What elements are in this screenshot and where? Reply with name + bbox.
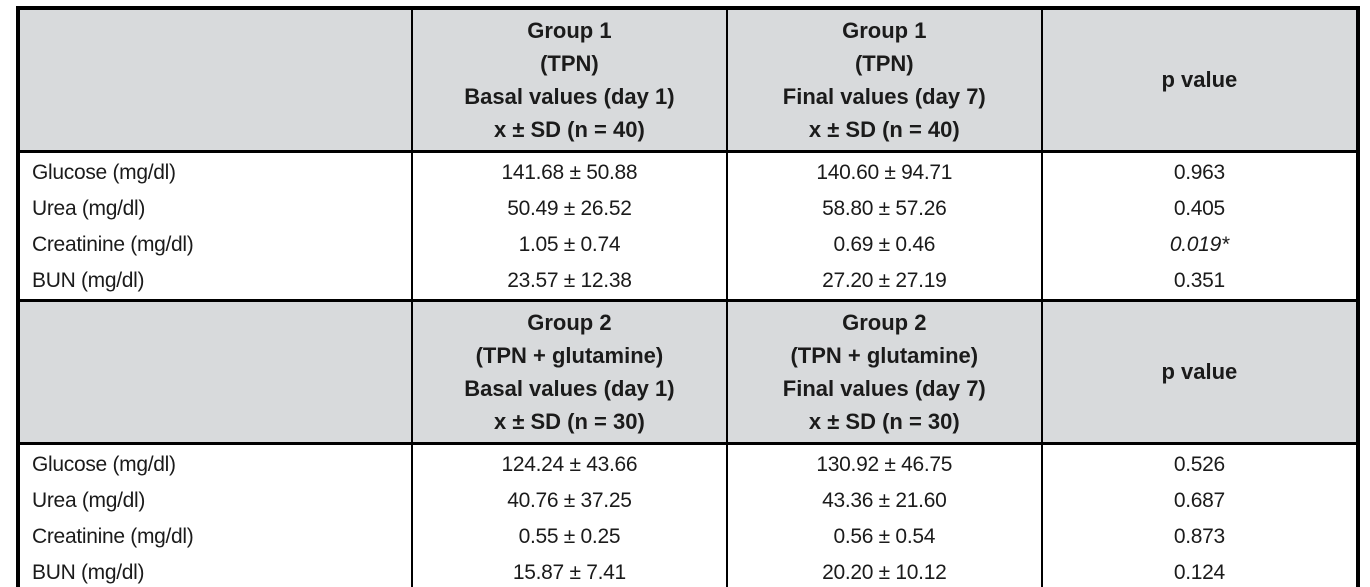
row-label-cell: Glucose (mg/dl): [18, 151, 412, 191]
basal-value-cell: 1.05 ± 0.74: [410, 227, 727, 263]
header-line: Basal values (day 1): [464, 376, 675, 401]
row-label-cell: Glucose (mg/dl): [18, 443, 412, 483]
table-row: Glucose (mg/dl) 141.68 ± 50.88 140.60 ± …: [18, 151, 1358, 191]
p-value-cell: 0.526: [1040, 443, 1358, 483]
p-value-cell: 0.687: [1040, 483, 1358, 519]
basal-value-cell: 50.49 ± 26.52: [410, 191, 727, 227]
header-line: Group 1: [842, 18, 927, 43]
p-value-cell: 0.963: [1040, 151, 1358, 191]
p-value-cell: 0.351: [1040, 263, 1358, 301]
final-value-cell: 58.80 ± 57.26: [725, 191, 1042, 227]
group1-basal-header-cell: Group 1 (TPN) Basal values (day 1) x ± S…: [410, 8, 727, 153]
group2-pvalue-header-cell: p value: [1040, 299, 1358, 445]
p-value-cell: 0.019*: [1040, 227, 1358, 263]
results-table: Group 1 (TPN) Basal values (day 1) x ± S…: [16, 6, 1360, 587]
p-value-cell: 0.405: [1040, 191, 1358, 227]
table-row: Glucose (mg/dl) 124.24 ± 43.66 130.92 ± …: [18, 443, 1358, 483]
table-row: Urea (mg/dl) 50.49 ± 26.52 58.80 ± 57.26…: [18, 191, 1358, 227]
row-label-cell: BUN (mg/dl): [18, 263, 412, 301]
table-row: BUN (mg/dl) 23.57 ± 12.38 27.20 ± 27.19 …: [18, 263, 1358, 301]
header-line: (TPN): [854, 51, 914, 76]
basal-value-cell: 40.76 ± 37.25: [410, 483, 727, 519]
final-value-cell: 140.60 ± 94.71: [725, 151, 1042, 191]
header-line: x ± SD (n = 40): [493, 117, 645, 142]
p-value-cell: 0.124: [1040, 555, 1358, 587]
table-row: Urea (mg/dl) 40.76 ± 37.25 43.36 ± 21.60…: [18, 483, 1358, 519]
header-line: (TPN + glutamine): [475, 343, 664, 368]
header-line: (TPN): [540, 51, 599, 76]
basal-value-cell: 141.68 ± 50.88: [410, 151, 727, 191]
row-label-cell: BUN (mg/dl): [18, 555, 412, 587]
basal-value-cell: 124.24 ± 43.66: [410, 443, 727, 483]
row-label-cell: Creatinine (mg/dl): [18, 519, 412, 555]
table-row: BUN (mg/dl) 15.87 ± 7.41 20.20 ± 10.12 0…: [18, 555, 1358, 587]
basal-value-cell: 23.57 ± 12.38: [410, 263, 727, 301]
p-value-cell: 0.873: [1040, 519, 1358, 555]
header-line: Final values (day 7): [782, 376, 986, 401]
final-value-cell: 43.36 ± 21.60: [725, 483, 1042, 519]
group2-empty-header-cell: [18, 299, 412, 445]
basal-value-cell: 15.87 ± 7.41: [410, 555, 727, 587]
group2-final-header-cell: Group 2 (TPN + glutamine) Final values (…: [725, 299, 1042, 445]
header-line: Basal values (day 1): [464, 84, 675, 109]
group1-empty-header-cell: [18, 8, 412, 153]
header-line: Final values (day 7): [782, 84, 986, 109]
header-line: x ± SD (n = 40): [808, 117, 960, 142]
final-value-cell: 130.92 ± 46.75: [725, 443, 1042, 483]
header-line: x ± SD (n = 30): [808, 409, 960, 434]
row-label-cell: Urea (mg/dl): [18, 483, 412, 519]
header-line: (TPN + glutamine): [790, 343, 979, 368]
group1-pvalue-header-cell: p value: [1040, 8, 1358, 153]
basal-value-cell: 0.55 ± 0.25: [410, 519, 727, 555]
table-row: Creatinine (mg/dl) 1.05 ± 0.74 0.69 ± 0.…: [18, 227, 1358, 263]
row-label-cell: Urea (mg/dl): [18, 191, 412, 227]
group1-final-header-cell: Group 1 (TPN) Final values (day 7) x ± S…: [725, 8, 1042, 153]
final-value-cell: 0.69 ± 0.46: [725, 227, 1042, 263]
group2-basal-header-cell: Group 2 (TPN + glutamine) Basal values (…: [410, 299, 727, 445]
header-line: Group 2: [842, 310, 927, 335]
table-row: Creatinine (mg/dl) 0.55 ± 0.25 0.56 ± 0.…: [18, 519, 1358, 555]
header-line: Group 1: [527, 18, 612, 43]
final-value-cell: 20.20 ± 10.12: [725, 555, 1042, 587]
final-value-cell: 27.20 ± 27.19: [725, 263, 1042, 301]
row-label-cell: Creatinine (mg/dl): [18, 227, 412, 263]
group2-header-row: Group 2 (TPN + glutamine) Basal values (…: [18, 299, 1358, 445]
final-value-cell: 0.56 ± 0.54: [725, 519, 1042, 555]
group1-header-row: Group 1 (TPN) Basal values (day 1) x ± S…: [18, 8, 1358, 153]
header-line: x ± SD (n = 30): [493, 409, 645, 434]
header-line: Group 2: [527, 310, 612, 335]
